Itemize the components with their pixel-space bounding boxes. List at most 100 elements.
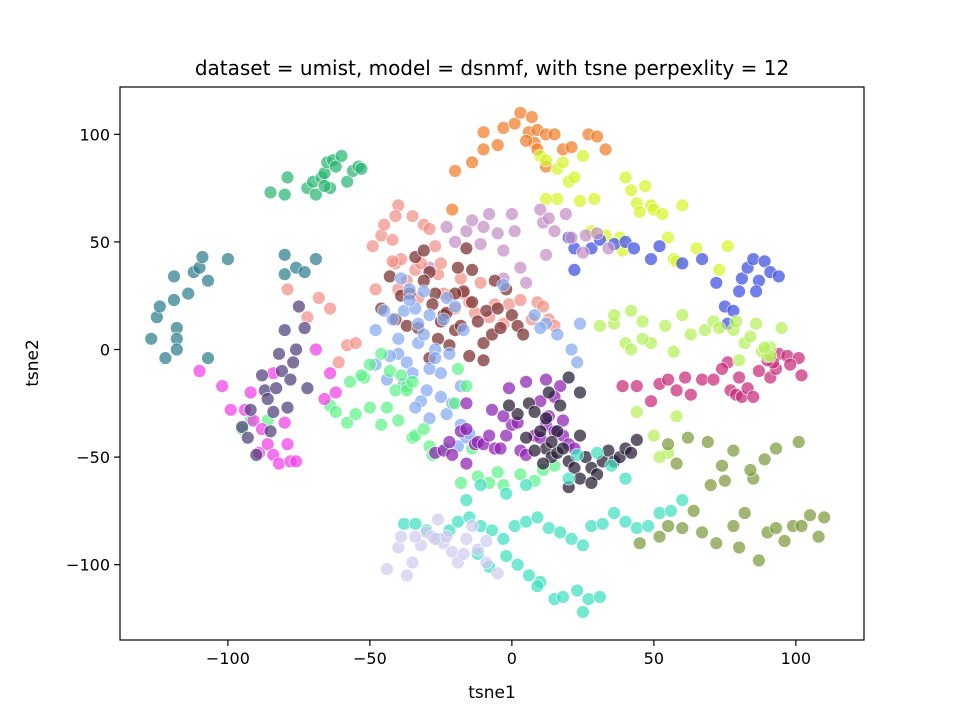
scatter-point	[286, 355, 301, 370]
scatter-point	[385, 254, 400, 269]
scatter-point	[459, 379, 474, 394]
scatter-point	[490, 226, 505, 241]
scatter-point	[681, 430, 695, 445]
scatter-point	[629, 521, 644, 535]
scatter-point	[215, 379, 230, 394]
scatter-point	[428, 351, 443, 366]
scatter-point	[235, 420, 250, 434]
scatter-point	[752, 553, 766, 568]
scatter-point	[652, 506, 667, 520]
scatter-point	[683, 387, 698, 402]
y-tick-label: 100	[79, 125, 110, 144]
scatter-point	[476, 142, 491, 157]
scatter-point	[743, 463, 758, 477]
scatter-point	[553, 398, 568, 413]
scatter-point	[556, 590, 570, 604]
y-tick-label: −100	[66, 556, 110, 575]
scatter-point	[385, 232, 400, 247]
scatter-point	[664, 503, 678, 518]
scatter-point	[539, 247, 553, 262]
scatter-point	[791, 435, 806, 449]
scatter-point	[399, 355, 414, 370]
scatter-point	[377, 303, 392, 318]
scatter-point	[365, 239, 380, 254]
scatter-point	[661, 372, 675, 387]
scatter-point	[343, 374, 357, 389]
scatter-point	[408, 529, 423, 544]
scatter-point	[167, 269, 181, 284]
scatter-point	[533, 321, 548, 335]
plot-frame	[119, 86, 865, 641]
scatter-point	[470, 314, 485, 329]
scatter-point	[280, 400, 295, 415]
scatter-point	[757, 254, 772, 269]
scatter-point	[709, 275, 724, 290]
scatter-point	[590, 129, 604, 144]
scatter-point	[439, 219, 454, 234]
scatter-point	[297, 321, 312, 335]
scatter-point	[729, 314, 744, 329]
scatter-point	[675, 308, 690, 323]
scatter-point	[749, 284, 763, 299]
scatter-point	[496, 278, 511, 292]
scatter-point	[317, 179, 332, 193]
scatter-point	[263, 424, 278, 439]
scatter-point	[499, 549, 514, 563]
scatter-point	[618, 514, 633, 529]
scatter-point	[453, 475, 468, 490]
scatter-point	[394, 271, 409, 286]
y-axis-label: tsne2	[23, 339, 43, 387]
scatter-point	[436, 312, 451, 327]
y-tick-label: 50	[90, 233, 110, 252]
scatter-point	[530, 510, 545, 525]
scatter-point	[220, 252, 235, 267]
scatter-point	[490, 566, 505, 581]
scatter-point	[661, 519, 675, 533]
scatter-point	[647, 428, 661, 443]
scatter-point	[794, 519, 809, 533]
scatter-point	[732, 370, 746, 385]
scatter-point	[479, 555, 494, 570]
scatter-point	[678, 370, 692, 385]
scatter-point	[715, 458, 729, 473]
scatter-point	[539, 372, 553, 387]
x-tick-label: 100	[781, 649, 812, 668]
scatter-point	[720, 239, 735, 254]
scatter-point	[243, 385, 258, 400]
scatter-point	[629, 432, 644, 447]
scatter-point	[661, 230, 675, 245]
scatter-point	[405, 374, 420, 389]
scatter-point	[783, 357, 798, 372]
scatter-point	[746, 389, 761, 404]
scatter-point	[348, 407, 363, 422]
scatter-point	[587, 191, 602, 206]
scatter-point	[340, 415, 355, 430]
scatter-point	[158, 351, 173, 366]
scatter-point	[769, 441, 783, 456]
scatter-point	[379, 400, 394, 415]
scatter-point	[700, 435, 715, 449]
scatter-point	[686, 503, 701, 518]
scatter-point	[561, 370, 576, 385]
scatter-point	[774, 321, 789, 335]
scatter-point	[669, 409, 684, 424]
scatter-point	[570, 355, 585, 370]
scatter-point	[408, 400, 423, 415]
scatter-point	[629, 379, 644, 394]
scatter-point	[567, 262, 582, 277]
scatter-point	[536, 299, 550, 314]
scatter-point	[334, 148, 349, 163]
scatter-point	[490, 301, 505, 316]
x-tick-label: −50	[353, 649, 387, 668]
scatter-point	[533, 202, 548, 217]
scatter-point	[581, 592, 596, 606]
scatter-point	[422, 308, 437, 323]
scatter-point	[442, 346, 457, 361]
scatter-point	[405, 209, 420, 224]
scatter-point	[433, 389, 448, 404]
scatter-point	[439, 529, 454, 544]
scatter-point	[502, 381, 516, 396]
scatter-point	[675, 521, 690, 535]
scatter-point	[416, 284, 431, 299]
scatter-point	[476, 353, 491, 368]
